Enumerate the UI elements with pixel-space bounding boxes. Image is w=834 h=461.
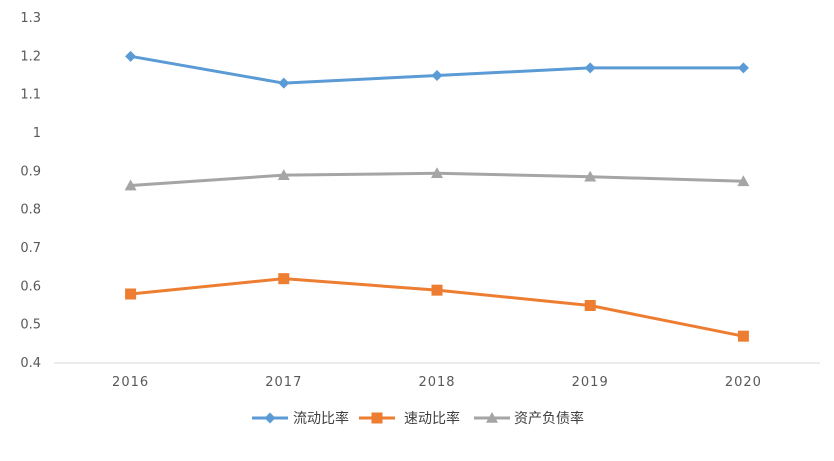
legend-label: 资产负债率 <box>514 410 584 427</box>
axes: 1.3 1.2 1.1 1 0.9 0.8 0.7 0.6 0.5 0.4 2016 2017 2018… <box>20 11 820 390</box>
legend-marker <box>486 412 498 423</box>
data-point <box>584 170 597 182</box>
legend: 流动比率 速动比率 资产负债率 <box>252 410 584 427</box>
data-point <box>124 179 137 191</box>
x-tick-label: 2019 <box>572 375 609 390</box>
legend-marker <box>264 412 276 424</box>
y-tick-label: 1.3 <box>20 11 41 26</box>
y-tick-label: 1 <box>33 126 41 141</box>
y-tick-label: 0.7 <box>20 241 41 256</box>
data-point <box>431 70 443 81</box>
legend-label: 速动比率 <box>404 410 460 427</box>
data-point <box>737 175 750 187</box>
y-tick-label: 1.2 <box>20 49 41 64</box>
data-point <box>125 288 137 300</box>
data-point <box>584 300 596 311</box>
data-point <box>737 330 749 342</box>
x-tick-label: 2020 <box>725 375 762 390</box>
legend-item: 流动比率 <box>252 410 349 427</box>
legend-item: 资产负债率 <box>474 410 584 427</box>
data-point <box>584 62 596 74</box>
data-point <box>431 167 443 179</box>
data-point <box>278 273 290 285</box>
series-layer <box>124 50 750 342</box>
data-point <box>278 77 290 89</box>
y-tick-label: 0.6 <box>20 279 41 294</box>
series-3 <box>124 167 750 191</box>
y-tick-label: 0.5 <box>20 318 41 333</box>
y-tick-label: 1.1 <box>20 88 41 103</box>
legend-marker <box>371 412 383 424</box>
series-1 <box>125 50 749 89</box>
legend-label: 流动比率 <box>293 410 349 427</box>
data-point <box>277 169 290 180</box>
y-tick-label: 0.9 <box>20 164 41 179</box>
data-point <box>125 50 137 62</box>
x-tick-label: 2016 <box>112 375 149 390</box>
y-tick-label: 0.4 <box>20 356 41 371</box>
legend-item: 速动比率 <box>359 410 460 427</box>
series-2 <box>125 273 749 342</box>
x-tick-label: 2018 <box>418 375 455 390</box>
y-tick-label: 0.8 <box>20 203 41 218</box>
x-tick-label: 2017 <box>265 375 302 390</box>
data-point <box>431 284 443 296</box>
data-point <box>737 62 749 74</box>
